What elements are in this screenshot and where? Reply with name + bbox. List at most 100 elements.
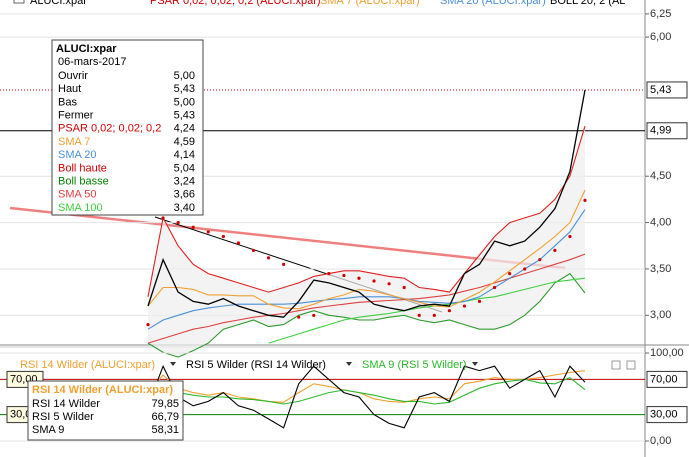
psar-dot — [161, 216, 165, 220]
dropdown-arrow — [170, 362, 176, 366]
legend-entry: BOLL 20; 2 (AL — [550, 0, 625, 7]
rsi-legend-entry: RSI 14 Wilder (ALUCI:xpar) — [20, 359, 155, 371]
series-line — [147, 364, 586, 429]
level-label: 5,43 — [650, 84, 671, 96]
legend-checkbox[interactable] — [13, 0, 25, 4]
legend-entry: PSAR 0,02; 0,02; 0,2 (ALUCI:xpar) — [150, 0, 321, 7]
psar-dot — [553, 248, 557, 253]
tooltip-label: PSAR 0,02; 0,02; 0,2 — [58, 123, 161, 135]
psar-dot — [357, 276, 361, 280]
tooltip-title: ALUCI:xpar — [56, 43, 117, 55]
psar-dot — [508, 271, 512, 276]
tooltip-box — [51, 39, 204, 216]
y-tick-label: 4,50 — [650, 170, 671, 182]
tooltip-label: SMA 50 — [58, 189, 97, 201]
psar-dot — [417, 313, 421, 317]
series-line — [147, 89, 586, 318]
tooltip-label: SMA 20 — [58, 149, 97, 161]
tooltip-label: Ouvrir — [58, 70, 88, 82]
dropdown-arrow — [346, 362, 352, 366]
y-tick-label: 6,00 — [650, 31, 671, 43]
legend-entry: SMA 7 (ALUCI:xpar) — [320, 0, 420, 7]
tooltip-value: 3,40 — [174, 202, 195, 214]
y-tick-label: 4,00 — [650, 216, 671, 228]
level-label: 70,00 — [650, 373, 678, 385]
rsi-tooltip-label: RSI 14 Wilder — [32, 398, 100, 410]
tooltip-label: SMA 7 — [58, 136, 90, 148]
series-line — [147, 370, 586, 403]
rsi-tooltip-label: RSI 5 Wilder — [32, 411, 94, 423]
psar-dot — [447, 309, 451, 313]
legend-entry: SMA 20 (ALUCI:xpar) — [440, 0, 546, 7]
psar-dot — [297, 315, 301, 319]
psar-dot — [402, 285, 406, 290]
psar-dot — [583, 198, 587, 202]
psar-dot — [176, 220, 180, 225]
rsi-tooltip-box — [27, 380, 184, 441]
psar-dot — [492, 285, 497, 290]
tooltip-label: Haut — [58, 83, 81, 95]
y-tick-label: 6,25 — [650, 8, 671, 20]
tooltip-label: Bas — [58, 96, 77, 108]
rsi-tooltip-value: 58,31 — [151, 424, 179, 436]
tooltip-label: SMA 100 — [58, 202, 103, 214]
psar-dot — [251, 248, 256, 253]
psar-dot — [282, 262, 286, 266]
psar-dot — [206, 230, 210, 234]
tooltip-value: 5,43 — [174, 110, 195, 122]
y-tick-label: 3,50 — [650, 263, 671, 275]
psar-dot — [342, 273, 346, 278]
tooltip-value: 4,14 — [174, 149, 195, 161]
tooltip-value: 5,00 — [174, 70, 195, 82]
tooltip-value: 5,43 — [174, 83, 195, 95]
rsi-tooltip-value: 66,79 — [151, 411, 179, 423]
rsi-legend-entry: RSI 5 Wilder (RSI 14 Wilder) — [186, 359, 326, 371]
y-tick-label: 3,00 — [650, 309, 671, 321]
level-label: 30,00 — [650, 408, 678, 420]
tooltip-value: 4,59 — [174, 136, 195, 148]
panel-button — [611, 360, 621, 370]
psar-dot — [538, 258, 542, 262]
level-label: 4,99 — [650, 125, 671, 137]
tooltip-label: Fermer — [58, 110, 94, 122]
series-line — [147, 209, 586, 330]
psar-dot — [327, 271, 331, 276]
y-tick-label: 0,00 — [650, 435, 671, 447]
psar-dot — [372, 279, 376, 283]
tooltip-value: 3,66 — [174, 189, 195, 201]
level-label-box — [646, 406, 688, 424]
rsi-tooltip-value: 79,85 — [151, 398, 179, 410]
tooltip-value: 5,00 — [174, 96, 195, 108]
tooltip-value: 4,24 — [174, 123, 195, 135]
psar-dot — [312, 313, 316, 317]
series-line — [268, 277, 586, 344]
level-label-box — [646, 81, 688, 99]
legend-entry: ALUCI:xpar — [30, 0, 87, 7]
rsi-legend-entry: SMA 9 (RSI 5 Wilder) — [362, 359, 467, 371]
y-tick-label: 100,00 — [650, 347, 684, 359]
tooltip-label: Boll basse — [58, 176, 109, 188]
series-line — [147, 376, 586, 405]
psar-dot — [387, 282, 391, 286]
level-label-box — [646, 122, 688, 140]
psar-dot — [236, 241, 241, 245]
psar-dot — [146, 322, 150, 327]
tooltip-label: Boll haute — [58, 162, 107, 174]
level-label-box — [646, 370, 688, 388]
trend-line — [9, 206, 566, 270]
series-line — [147, 253, 586, 344]
psar-dot — [221, 234, 225, 239]
psar-dot — [523, 267, 527, 271]
psar-dot — [462, 304, 467, 308]
series-line — [147, 272, 586, 358]
series-line — [147, 125, 586, 297]
panel-button — [626, 360, 636, 370]
dropdown-arrow — [472, 362, 478, 366]
tooltip-value: 5,04 — [174, 162, 195, 174]
rsi-tooltip-label: SMA 9 — [32, 424, 64, 436]
psar-dot — [266, 256, 271, 260]
psar-dot — [568, 234, 572, 239]
psar-dot — [191, 225, 195, 229]
psar-dot — [477, 299, 482, 304]
